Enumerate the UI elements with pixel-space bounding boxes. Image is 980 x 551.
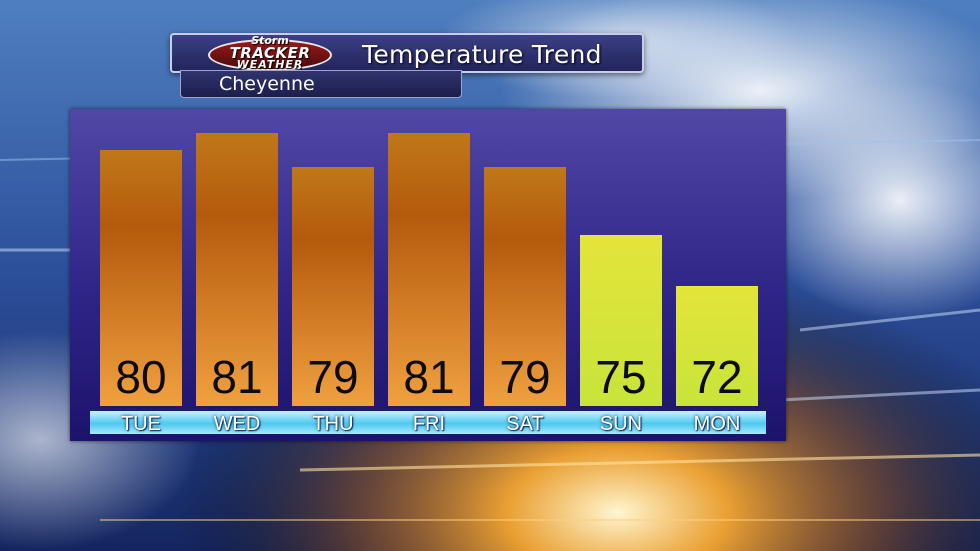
bar-sat: 79 [484,167,566,406]
day-label-wed: WED [213,413,261,435]
day-label-tue: TUE [121,413,161,435]
chart-title: Temperature Trend [362,40,602,69]
bar-tue: 80 [100,150,182,406]
bar-value-wed: 81 [211,351,263,403]
bar-value-sat: 79 [499,351,551,403]
day-label-sun: SUN [599,413,643,435]
day-label-fri: FRI [412,413,446,435]
bar-value-tue: 80 [115,351,167,403]
day-label-strip: TUE WED THU FRI SAT SUN MON [90,411,766,435]
bar-fri: 81 [388,133,470,406]
logo-oval [208,39,332,71]
bar-mon: 72 [676,286,758,406]
logo-line-1: Storm [251,34,289,47]
chart-panel: TUE WED THU FRI SAT SUN MON 80 81 79 81 79 75 72 [70,109,786,441]
bar-wed: 81 [196,133,278,406]
location-bar: Cheyenne [180,70,462,98]
day-label-thu: THU [312,413,354,435]
bar-value-fri: 81 [403,351,455,403]
day-label-sat: SAT [506,413,544,435]
bar-thu: 79 [292,167,374,406]
bar-value-sun: 75 [595,351,647,403]
storm-tracker-logo: Storm TRACKER WEATHER [208,33,334,71]
bar-value-mon: 72 [691,351,743,403]
logo-line-3: WEATHER [236,58,304,71]
day-label-mon: MON [693,413,741,435]
title-bar: Storm TRACKER WEATHER Temperature Trend [170,33,644,73]
bar-value-thu: 79 [307,351,359,403]
logo-line-2: TRACKER [229,44,311,62]
bar-sun: 75 [580,235,662,406]
location-label: Cheyenne [219,73,315,95]
